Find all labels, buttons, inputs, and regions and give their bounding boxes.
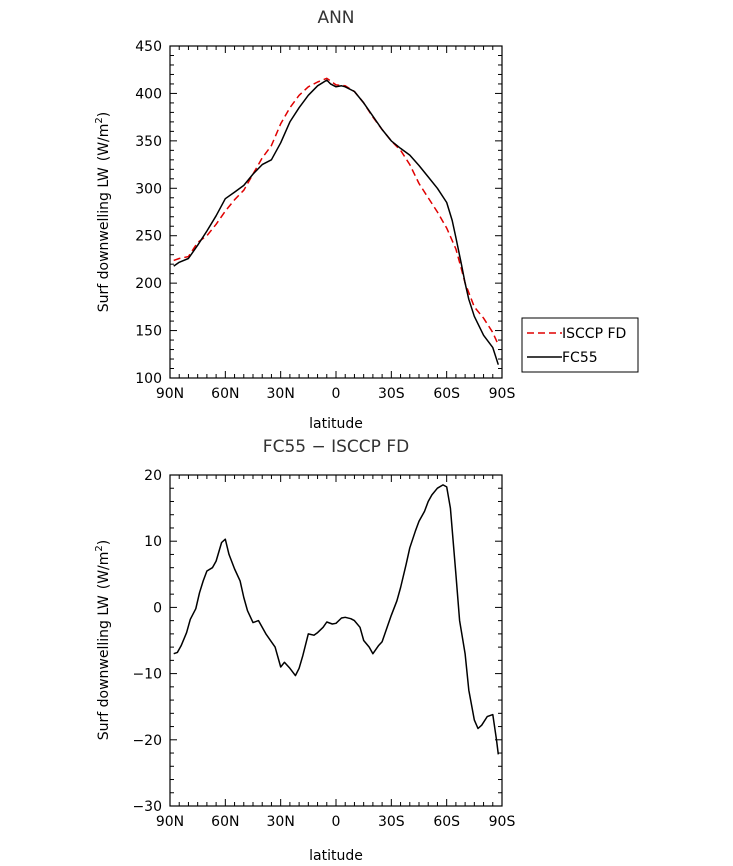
- x-tick-label: 60S: [433, 386, 460, 402]
- chart-bottom: FC55 − ISCCP FD 90N 60N 30N 0 30S 60S 90S −30 −2…: [94, 437, 515, 864]
- legend-label-isccp: ISCCP FD: [562, 326, 626, 342]
- x-tick-label: 60S: [433, 814, 460, 830]
- y-tick-label: 20: [144, 468, 162, 484]
- chart-0-frame: [169, 45, 503, 379]
- x-tick-label: 90S: [489, 814, 516, 830]
- x-tick-label: 60N: [211, 386, 239, 402]
- chart-bottom-y-axis-label: Surf downwelling LW: [96, 595, 112, 740]
- chart-top-legend: ISCCP FD FC55: [521, 317, 639, 373]
- y-tick-label: 300: [135, 181, 162, 197]
- chart-top-y-axis-sup: 2: [94, 117, 105, 123]
- y-tick-label: 350: [135, 134, 162, 150]
- chart-bottom-y-axis-title: Surf downwelling LW (W/m2): [94, 540, 112, 741]
- x-tick-label: 0: [332, 386, 341, 402]
- x-tick-label: 30N: [267, 814, 295, 830]
- chart-top-plot: 90N 60N 30N 0 30S 60S 90S 100 150 200 250 300 350 400…: [135, 39, 515, 402]
- chart-bottom-x-axis-title: latitude: [309, 848, 363, 864]
- x-tick-label: 90N: [156, 386, 184, 402]
- x-tick-label: 30S: [378, 814, 405, 830]
- y-tick-label: 250: [135, 229, 162, 245]
- chart-bottom-y-axis-close: ): [96, 540, 112, 545]
- y-tick-label: 400: [135, 86, 162, 102]
- y-tick-label: 100: [135, 371, 162, 387]
- y-tick-label: −30: [132, 799, 162, 815]
- x-tick-label: 90N: [156, 814, 184, 830]
- legend-box: [521, 317, 639, 373]
- series-line-fc55: [173, 79, 500, 365]
- chart-top-x-axis-title: latitude: [309, 416, 363, 432]
- y-tick-label: 10: [144, 534, 162, 550]
- y-tick-label: 200: [135, 276, 162, 292]
- x-tick-label: 0: [332, 814, 341, 830]
- chart-bottom-plot: 90N 60N 30N 0 30S 60S 90S −30 −20 −10 0 10 20: [132, 468, 515, 830]
- chart-bottom-y-axis-units: (W/m: [96, 552, 112, 590]
- x-tick-label: 30N: [267, 386, 295, 402]
- y-tick-label: −10: [132, 667, 162, 683]
- y-tick-label: 450: [135, 39, 162, 55]
- y-tick-label: −20: [132, 733, 162, 749]
- x-tick-label: 30S: [378, 386, 405, 402]
- series-line-difference: [173, 484, 500, 755]
- x-tick-label: 60N: [211, 814, 239, 830]
- chart-bottom-title: FC55 − ISCCP FD: [263, 437, 409, 457]
- chart-top-y-axis-label: Surf downwelling LW: [96, 167, 112, 312]
- chart-top: ANN 90N 60N 30N 0 30S 60S 90S 100 150 200 250 300 35…: [94, 8, 639, 432]
- chart-top-title: ANN: [317, 8, 354, 28]
- chart-top-y-axis-units: (W/m: [96, 124, 112, 162]
- legend-label-fc55: FC55: [562, 350, 598, 366]
- series-line-isccp-fd: [173, 77, 499, 346]
- y-tick-label: 150: [135, 324, 162, 340]
- chart-top-y-axis-title: Surf downwelling LW (W/m2): [94, 112, 112, 313]
- x-tick-label: 90S: [489, 386, 516, 402]
- chart-bottom-y-axis-sup: 2: [94, 545, 105, 551]
- chart-top-y-axis-close: ): [96, 112, 112, 117]
- y-tick-label: 0: [153, 600, 162, 616]
